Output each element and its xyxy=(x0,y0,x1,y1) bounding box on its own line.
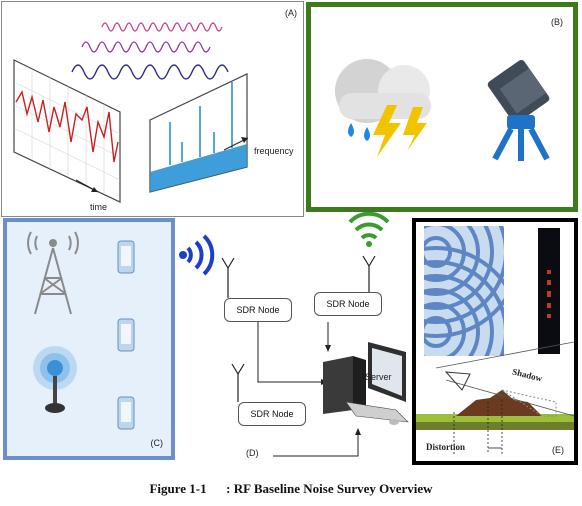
panel-d-label: (D) xyxy=(246,448,259,458)
time-frequency-illustration xyxy=(13,22,249,203)
panel-e-label: (E) xyxy=(552,445,564,455)
frequency-axis-label: frequency xyxy=(254,146,294,156)
caption-title: RF Baseline Noise Survey Overview xyxy=(233,481,433,496)
caption-separator: : xyxy=(226,481,231,496)
time-axis-label: time xyxy=(90,202,108,212)
panel-d: SDR Node SDR Node SDR Node Server (D) xyxy=(178,210,410,470)
sine-wave-high xyxy=(101,22,223,32)
phone-icon-3 xyxy=(117,396,135,430)
panel-b: (B) xyxy=(306,2,578,212)
cell-tower-icon xyxy=(27,231,79,315)
figure-caption: Figure 1-1 : RF Baseline Noise Survey Ov… xyxy=(0,481,582,497)
green-wifi-icon xyxy=(348,211,390,240)
server-computer-icon xyxy=(323,342,409,425)
panel-b-label: (B) xyxy=(551,17,563,27)
storm-cloud-icon xyxy=(335,59,431,157)
sdr-node-3: SDR Node xyxy=(238,402,306,426)
panel-a-label: (A) xyxy=(285,8,297,18)
caption-number: Figure 1-1 xyxy=(149,481,207,496)
sdr-node-1: SDR Node xyxy=(224,298,292,322)
panel-e: Shadow Distortion (E) xyxy=(412,218,578,465)
phone-icon-1 xyxy=(117,240,135,274)
distortion-label: Distortion xyxy=(426,442,465,452)
panel-c: (C) xyxy=(3,218,175,460)
wifi-beacon-icon xyxy=(33,346,77,413)
panel-c-label: (C) xyxy=(150,438,164,448)
time-signal-trace xyxy=(15,90,119,163)
satellite-dish-icon xyxy=(487,59,550,161)
spectrum-floor xyxy=(150,144,247,192)
sine-wave-mid xyxy=(81,41,211,53)
network-diagram xyxy=(179,211,409,457)
terrain-obstacle xyxy=(456,390,542,416)
sdr-node-2: SDR Node xyxy=(314,292,382,316)
phone-icon-2 xyxy=(117,318,135,352)
server-label: Server xyxy=(365,372,392,382)
propagation-illustration xyxy=(416,226,575,454)
panel-a: (A) time frequency xyxy=(1,1,304,217)
blue-wifi-icon xyxy=(186,234,215,276)
sine-wave-low xyxy=(71,64,229,80)
